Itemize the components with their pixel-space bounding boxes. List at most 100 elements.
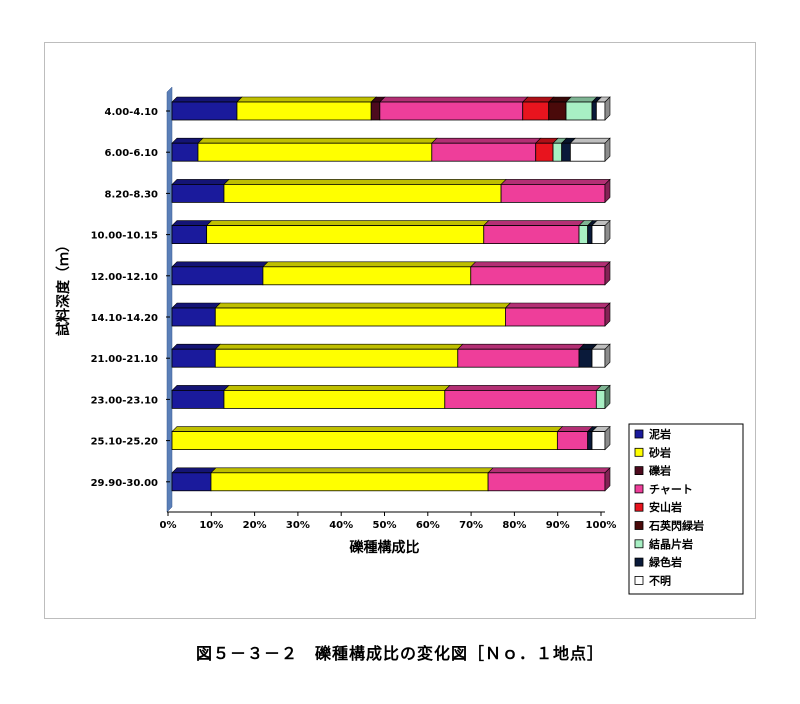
bar-side-face	[604, 96, 611, 121]
y-tick-label: 21.00-21.10	[91, 354, 158, 365]
legend-swatch	[634, 429, 644, 439]
bar-segment	[591, 348, 606, 368]
bar-segment	[561, 142, 571, 162]
x-tick-label: 70%	[459, 520, 483, 531]
bar-segment	[591, 101, 597, 121]
bar-side-face	[604, 425, 611, 451]
bar-segment	[214, 307, 506, 327]
bar-segment	[370, 101, 381, 121]
bar-side-face	[604, 219, 611, 245]
bar-segment	[578, 348, 593, 368]
bar-segment	[569, 142, 606, 162]
bar-segment	[587, 431, 593, 451]
y-tick-label: 6.00-6.10	[105, 148, 159, 159]
bar-segment	[595, 101, 606, 121]
legend-swatch	[634, 466, 644, 476]
bar-segment	[171, 101, 238, 121]
bar-segment	[587, 225, 593, 245]
bar-segment-top	[171, 261, 269, 268]
bar-segment	[595, 389, 606, 409]
bar-side-face	[604, 261, 611, 286]
bar-segment	[500, 183, 606, 203]
bar-segment	[223, 389, 446, 409]
bar-segment	[505, 307, 606, 327]
bar-segment	[483, 225, 580, 245]
bar-segment-top	[171, 220, 213, 226]
bar-segment	[431, 142, 537, 162]
y-tick-label: 29.90-30.00	[91, 478, 158, 489]
bar-segment	[552, 142, 563, 162]
bar-side-face	[604, 343, 611, 368]
legend-label: チャート	[649, 483, 693, 496]
bar-segment-top	[223, 385, 451, 391]
x-tick-label: 20%	[243, 520, 267, 531]
y-tick-label: 14.10-14.20	[91, 313, 158, 324]
legend-swatch	[634, 447, 644, 457]
bar-segment	[457, 348, 580, 368]
bar-segment-top	[171, 385, 230, 391]
x-tick-label: 40%	[329, 520, 353, 531]
bar-side-face	[604, 384, 611, 410]
bar-segment	[591, 431, 606, 451]
x-tick-label: 50%	[373, 520, 397, 531]
bar-segment-top	[431, 137, 542, 144]
bar-segment	[470, 266, 606, 286]
bar-segment	[522, 101, 550, 121]
bar-segment	[379, 101, 524, 121]
y-tick-label: 4.00-4.10	[105, 107, 159, 118]
bar-segment	[591, 225, 606, 245]
bar-segment	[444, 389, 597, 409]
bar-segment	[171, 142, 199, 162]
y-tick-label: 8.20-8.30	[105, 189, 159, 200]
bar-segment-top	[210, 467, 494, 474]
bar-segment	[548, 101, 567, 121]
bar-segment-top	[457, 343, 585, 350]
bar-segment	[262, 266, 472, 286]
y-axis-title: 試料深度（ｍ）	[55, 238, 72, 336]
bar-segment	[197, 142, 433, 162]
y-tick-label: 23.00-23.10	[91, 395, 158, 406]
legend-swatch	[634, 484, 644, 494]
legend-swatch	[634, 521, 644, 530]
bar-segment-top	[556, 426, 594, 432]
bar-side-face	[604, 178, 611, 204]
bar-segment-top	[262, 261, 477, 268]
legend-label: 不明	[649, 574, 671, 587]
bar-segment	[223, 183, 502, 203]
bar-segment	[171, 389, 225, 409]
bar-segment-top	[500, 179, 611, 185]
legend-swatch	[634, 576, 644, 585]
bar-segment	[578, 225, 589, 245]
bar-segment	[214, 348, 459, 368]
bar-segment-top	[171, 467, 217, 474]
bar-segment-top	[223, 179, 507, 185]
bar-segment-top	[171, 426, 564, 432]
legend-label: 結晶片岩	[649, 537, 693, 551]
bar-segment	[171, 307, 216, 327]
bar-segment-top	[483, 220, 585, 226]
bar-segment	[556, 431, 589, 451]
x-tick-label: 80%	[502, 520, 526, 531]
x-tick-label: 100%	[586, 520, 617, 531]
bar-segment	[171, 472, 212, 492]
bar-segment	[171, 266, 264, 286]
bar-segment	[535, 142, 554, 162]
bar-side-face	[604, 467, 611, 492]
legend-box	[628, 423, 744, 595]
bar-segment-top	[171, 302, 222, 309]
x-axis-title: 礫種構成比	[350, 539, 420, 556]
legend-swatch	[634, 557, 644, 567]
y-tick-label: 10.00-10.15	[91, 231, 158, 242]
y-tick-label: 12.00-12.10	[91, 272, 158, 283]
bar-segment-top	[214, 302, 512, 309]
legend-label: 砂岩	[649, 445, 671, 459]
bar-segment-top	[569, 137, 611, 144]
bar-segment-top	[504, 302, 611, 309]
x-tick-label: 60%	[416, 520, 440, 531]
legend-label: 緑色岩	[649, 555, 682, 569]
bar-side-face	[604, 137, 611, 162]
bar-segment	[236, 101, 372, 121]
bar-segment	[565, 101, 593, 121]
bar-segment	[171, 348, 216, 368]
